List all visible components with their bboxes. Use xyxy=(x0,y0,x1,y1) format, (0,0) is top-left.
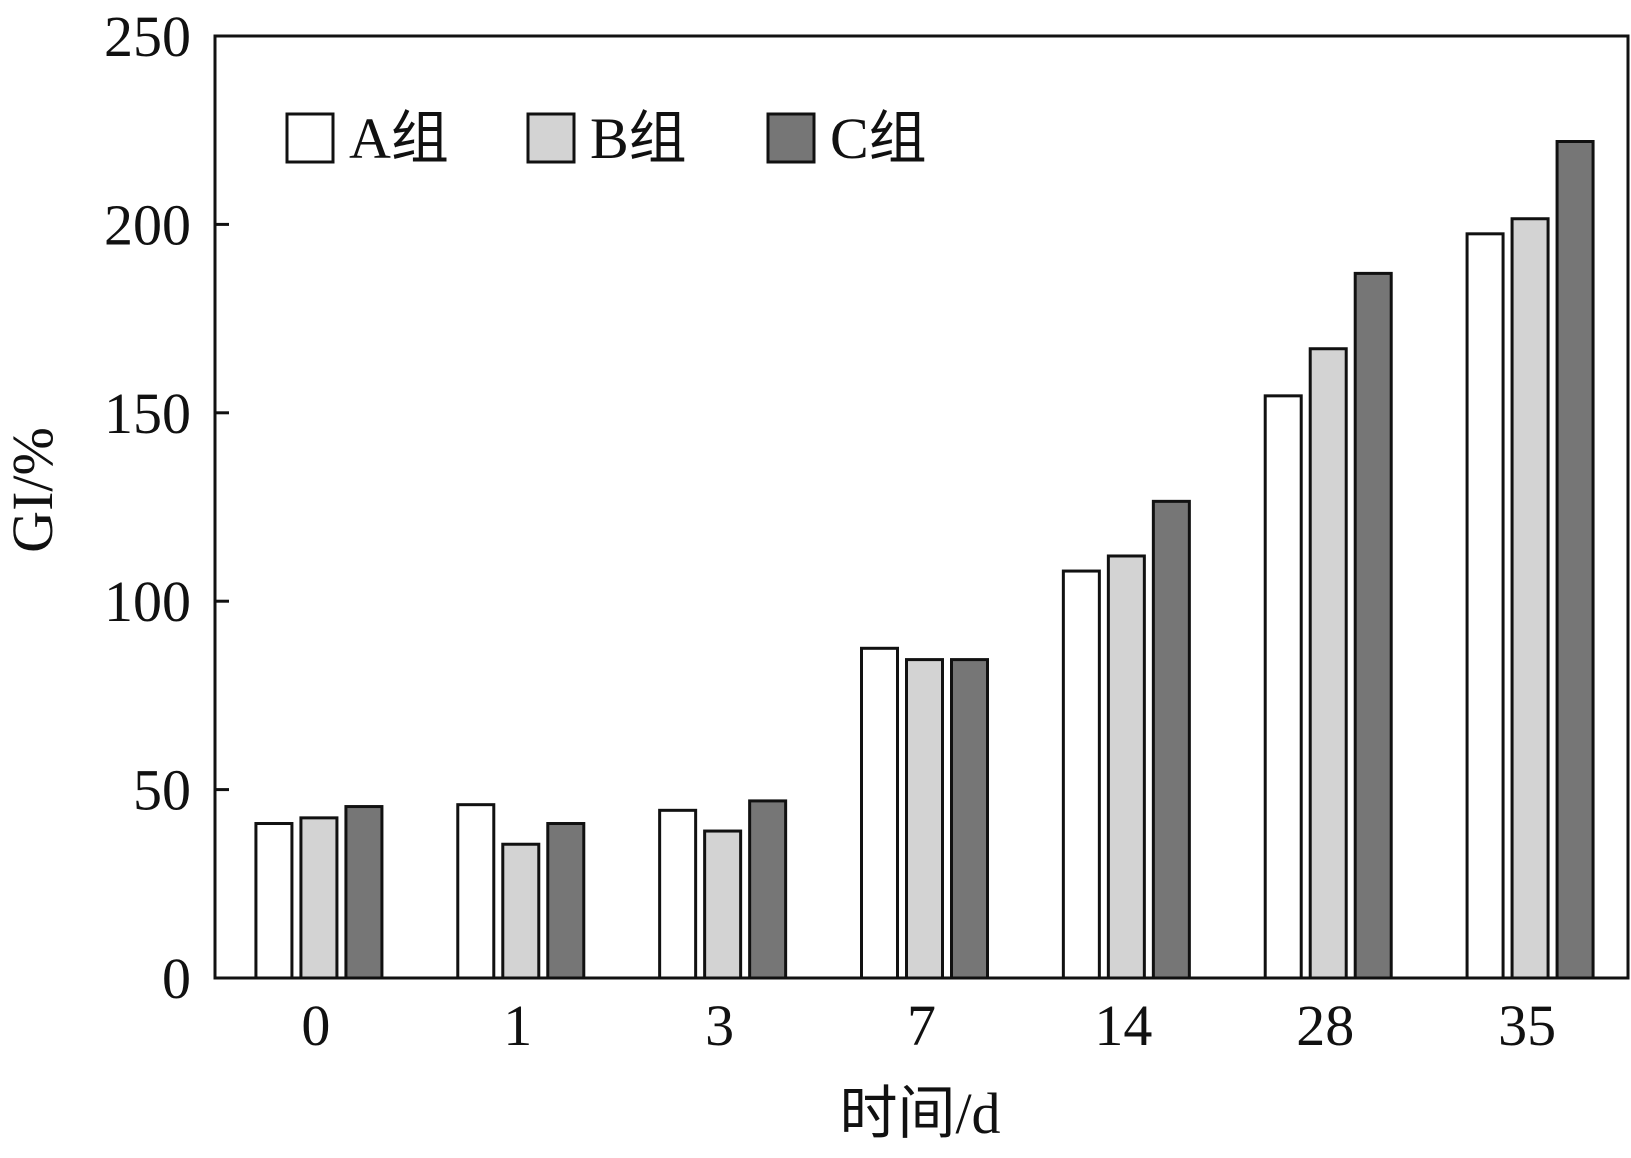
bar-A组-35 xyxy=(1465,232,1505,980)
bar-A组-3 xyxy=(658,808,698,980)
legend-label-B组: B组 xyxy=(590,106,687,171)
legend-swatch-A组 xyxy=(285,112,335,164)
y-tick-label: 250 xyxy=(104,4,191,69)
bar-B组-28 xyxy=(1308,347,1348,980)
legend-swatch-C组 xyxy=(766,112,816,164)
bars-layer xyxy=(254,140,1595,980)
axes-layer: 0 1 3 7 14 28 35 0 50 100 150 200 250 xyxy=(104,4,1630,1058)
x-tick-label: 14 xyxy=(1094,993,1152,1058)
bar-B组-1 xyxy=(501,842,541,980)
x-tick-label: 28 xyxy=(1296,993,1354,1058)
x-tick-label: 0 xyxy=(301,993,330,1058)
x-tick-label: 7 xyxy=(907,993,936,1058)
x-tick-label: 35 xyxy=(1498,993,1556,1058)
y-tick-label: 0 xyxy=(162,946,191,1011)
y-axis-title: GI/% xyxy=(0,427,65,553)
y-tick-label: 150 xyxy=(104,381,191,446)
bar-C组-1 xyxy=(546,822,586,980)
x-tick-label: 3 xyxy=(705,993,734,1058)
legend-label-A组: A组 xyxy=(349,106,449,171)
bar-C组-35 xyxy=(1555,140,1595,980)
y-tick-label: 100 xyxy=(104,569,191,634)
plot-frame xyxy=(213,34,1630,980)
bar-A组-1 xyxy=(456,803,496,980)
legend-label-C组: C组 xyxy=(830,106,927,171)
bar-C组-7 xyxy=(950,658,989,980)
y-tick-label: 50 xyxy=(133,758,191,823)
bar-B组-0 xyxy=(299,816,339,980)
x-tick-label: 1 xyxy=(503,993,532,1058)
bar-A组-0 xyxy=(254,822,294,980)
bar-A组-14 xyxy=(1061,569,1101,980)
bar-A组-7 xyxy=(860,646,899,980)
bar-C组-28 xyxy=(1353,271,1393,980)
bar-B组-7 xyxy=(905,658,944,980)
bar-C组-14 xyxy=(1151,499,1191,980)
bar-B组-14 xyxy=(1106,554,1146,980)
bar-A组-28 xyxy=(1263,394,1303,980)
legend: A组 B组 C组 xyxy=(285,106,927,171)
bar-C组-0 xyxy=(344,805,384,980)
bar-B组-3 xyxy=(703,829,743,980)
y-tick-label: 200 xyxy=(104,192,191,257)
x-axis-title: 时间/d xyxy=(839,1081,1000,1146)
bar-C组-3 xyxy=(748,799,788,980)
legend-swatch-B组 xyxy=(526,112,576,164)
bar-B组-35 xyxy=(1510,217,1550,980)
